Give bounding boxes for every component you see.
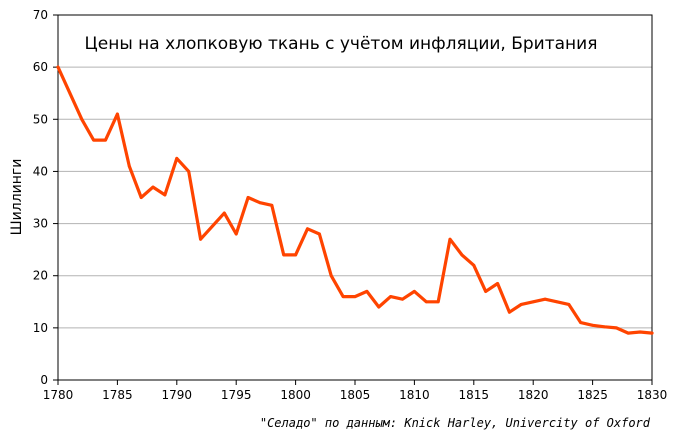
data-point — [567, 302, 571, 306]
y-tick-label: 60 — [33, 60, 48, 74]
data-point — [56, 65, 60, 69]
data-point — [139, 196, 143, 199]
data-point — [555, 300, 559, 304]
data-point — [116, 112, 119, 116]
data-point — [460, 253, 464, 257]
data-point — [531, 300, 535, 304]
data-point — [448, 237, 452, 241]
data-point — [603, 325, 606, 329]
grid — [58, 14, 652, 381]
data-point — [377, 305, 381, 309]
data-point — [92, 138, 96, 142]
data-point — [543, 297, 547, 301]
data-point — [187, 170, 191, 173]
data-point — [413, 289, 416, 293]
data-point — [614, 326, 618, 330]
data-point — [329, 274, 333, 278]
x-tick-label: 1815 — [459, 388, 490, 402]
data-point — [496, 282, 499, 285]
data-point — [68, 91, 72, 95]
axis-ticks: 0 10 20 30 40 50 60 70 1780 1785 1790 1795 1800 1805 1… — [33, 8, 668, 402]
y-tick-label: 30 — [33, 217, 48, 231]
data-point — [341, 295, 345, 298]
data-point — [282, 253, 286, 257]
data-point — [401, 297, 404, 301]
data-point — [80, 117, 84, 121]
y-tick-label: 20 — [33, 269, 48, 283]
data-point — [199, 237, 202, 241]
data-point — [211, 224, 214, 228]
data-point — [151, 185, 155, 189]
x-tick-label: 1820 — [518, 388, 549, 402]
data-point — [626, 331, 630, 335]
data-point — [472, 263, 476, 267]
series-layer — [56, 65, 654, 335]
x-tick-label: 1795 — [221, 388, 252, 402]
data-point — [591, 323, 594, 327]
x-tick-label: 1780 — [43, 388, 74, 402]
y-tick-label: 10 — [33, 321, 48, 335]
y-tick-label: 50 — [33, 112, 48, 126]
y-tick-label: 70 — [33, 8, 48, 22]
x-tick-label: 1785 — [102, 388, 133, 402]
x-tick-label: 1790 — [162, 388, 193, 402]
data-point — [365, 289, 369, 293]
data-point — [234, 232, 238, 236]
data-point — [484, 289, 488, 293]
data-point — [163, 193, 167, 197]
data-point — [317, 232, 321, 236]
data-point — [258, 201, 262, 205]
data-point — [222, 211, 226, 215]
data-point — [508, 310, 511, 314]
data-point — [306, 227, 309, 231]
x-tick-label: 1810 — [399, 388, 430, 402]
y-tick-label: 0 — [40, 373, 48, 387]
data-point — [519, 302, 523, 306]
y-axis-label: Шиллинги — [9, 159, 25, 236]
data-point — [270, 203, 274, 207]
chart-title: Цены на хлопковую ткань с учётом инфляци… — [85, 34, 598, 54]
x-tick-label: 1805 — [340, 388, 371, 402]
source-note: "Селадо" по данным: Knick Harley, Univer… — [260, 416, 651, 430]
data-point — [175, 156, 179, 160]
data-point — [638, 330, 642, 334]
data-point — [127, 164, 131, 168]
data-point — [424, 300, 428, 304]
data-point — [436, 300, 440, 304]
x-tick-label: 1800 — [280, 388, 311, 402]
x-tick-label: 1830 — [637, 388, 668, 402]
data-point — [579, 321, 583, 325]
data-point — [389, 295, 393, 298]
x-tick-label: 1825 — [577, 388, 608, 402]
data-point — [294, 253, 297, 257]
y-tick-label: 40 — [33, 164, 48, 178]
data-point — [353, 295, 357, 298]
data-point — [246, 196, 250, 199]
data-point — [104, 138, 107, 142]
data-point — [650, 331, 654, 335]
